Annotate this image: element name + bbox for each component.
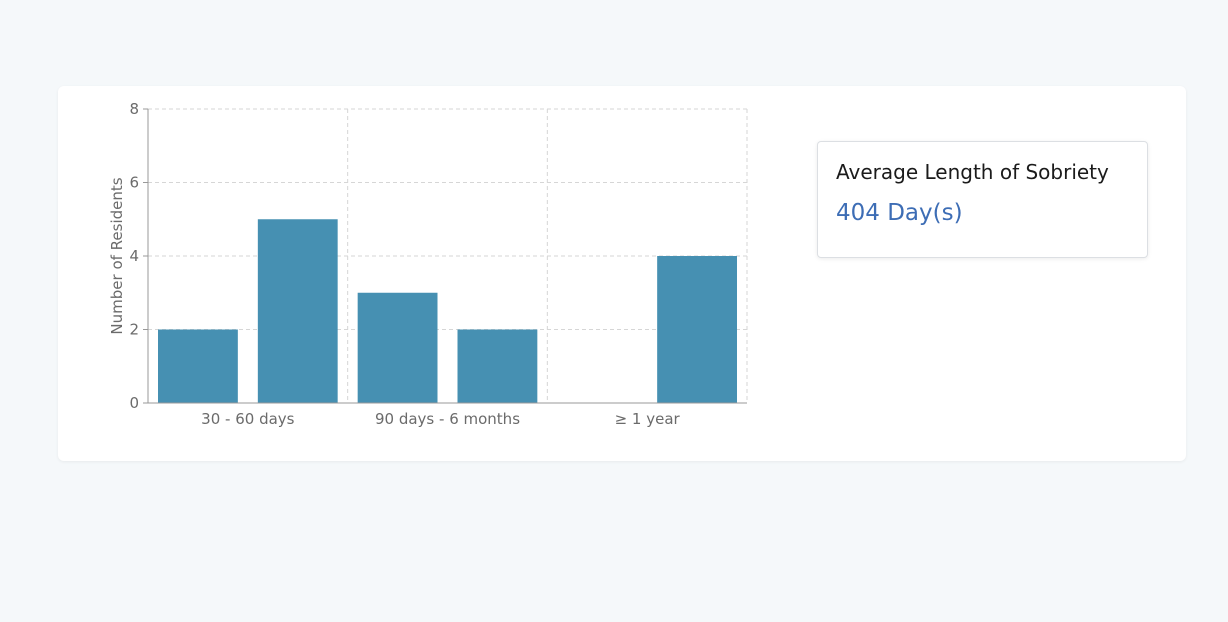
y-tick-label: 6 xyxy=(129,174,139,192)
bar-chart: 0 2 4 6 8 30 - 60 days 90 days - 6 months ≥ 1 … xyxy=(108,100,748,428)
bars xyxy=(158,219,737,403)
bar xyxy=(357,292,438,403)
y-axis-title: Number of Residents xyxy=(108,177,126,334)
bar xyxy=(257,219,338,403)
y-tick-labels: 0 2 4 6 8 xyxy=(129,100,139,412)
chart-card: 0 2 4 6 8 30 - 60 days 90 days - 6 months ≥ 1 … xyxy=(58,86,1186,461)
x-tick-labels: 30 - 60 days 90 days - 6 months ≥ 1 year xyxy=(201,410,680,428)
grid-lines xyxy=(148,108,748,403)
x-tick-label: 90 days - 6 months xyxy=(375,410,520,428)
y-tick-label: 4 xyxy=(129,247,139,265)
y-tick-label: 0 xyxy=(129,394,139,412)
y-tick-label: 2 xyxy=(129,321,139,339)
bar xyxy=(457,329,538,403)
stat-value: 404 Day(s) xyxy=(836,200,963,226)
x-tick-label: ≥ 1 year xyxy=(615,410,681,428)
y-tick-label: 8 xyxy=(129,100,139,118)
x-tick-label: 30 - 60 days xyxy=(201,410,294,428)
average-sobriety-card: Average Length of Sobriety 404 Day(s) xyxy=(817,141,1148,258)
stat-title: Average Length of Sobriety xyxy=(836,160,1109,184)
bar xyxy=(158,329,238,403)
axes xyxy=(143,108,747,404)
bar xyxy=(657,256,737,403)
